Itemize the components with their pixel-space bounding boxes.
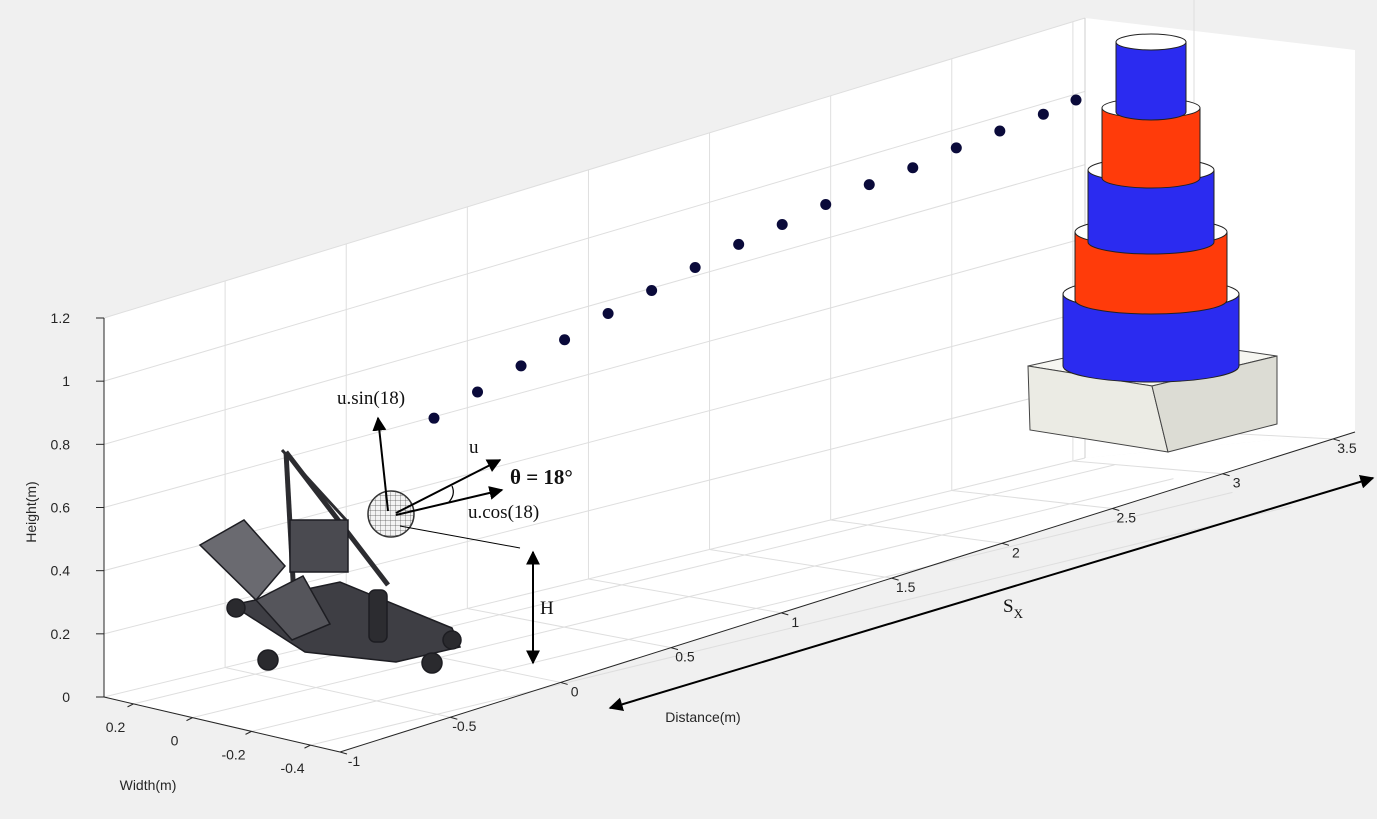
target-tier-side [1115, 41, 1187, 121]
z-gridline [103, 17, 1086, 319]
z-tick-label: 1.2 [51, 310, 71, 326]
robot-launcher [198, 448, 462, 674]
robot-wheel [257, 649, 279, 671]
x-tick-mark [1001, 542, 1010, 546]
trajectory-point [559, 334, 571, 346]
y-tick-mark [127, 703, 134, 708]
z-tick-label: 0 [62, 689, 70, 705]
trajectory-point [428, 412, 440, 424]
vertical-component-arrow [372, 416, 389, 512]
z-axis-label: Height(m) [23, 481, 39, 542]
trajectory-point [994, 125, 1006, 137]
trajectory-point [950, 142, 962, 154]
y-tick-mark [245, 730, 252, 735]
robot-motor [368, 589, 388, 643]
z-gridline [103, 310, 1086, 572]
x-tick-mark [1332, 438, 1341, 442]
trajectory-point [907, 162, 919, 174]
trajectory-point [602, 308, 614, 320]
trajectory-point [515, 360, 527, 372]
z-gridline [103, 164, 1086, 445]
x-tick-label: 3 [1233, 475, 1241, 491]
x-tick-label: -1 [348, 753, 361, 769]
robot-arm [280, 448, 348, 522]
y-axis-line [103, 696, 341, 753]
robot-hopper [254, 575, 332, 641]
x-tick-mark [339, 751, 348, 755]
velocity-arrow [395, 459, 502, 514]
trajectory-point [689, 261, 701, 273]
height-reference-line [399, 525, 521, 549]
trajectory-point [472, 386, 484, 398]
angle-label: θ = 18° [510, 465, 573, 489]
target-tier-top [1115, 33, 1187, 51]
target-tier-side [1087, 169, 1215, 255]
y-tick-mark [304, 744, 311, 749]
x-tick-mark [450, 716, 458, 720]
z-gridline [103, 90, 1086, 382]
x-tick-mark [1222, 473, 1230, 477]
y-tick-label: 0 [171, 733, 179, 749]
trajectory-point [1070, 94, 1082, 106]
target-stack [1027, 33, 1278, 453]
z-gridline [103, 384, 1086, 635]
angle-arc [447, 485, 454, 504]
robot-bucket [198, 519, 286, 602]
trajectory-point [863, 179, 875, 191]
horizontal-component-label: u.cos(18) [468, 502, 539, 523]
range-arrow [608, 474, 1375, 712]
trajectory-points [428, 94, 1082, 424]
robot-wheel [226, 598, 246, 618]
x-tick-label: 0 [571, 683, 579, 699]
y-tick-label: 0.2 [106, 719, 126, 735]
target-tier-side [1101, 107, 1201, 189]
x-tick-label: 1 [791, 614, 799, 630]
trajectory-point [776, 218, 788, 230]
target-tier-side [1062, 293, 1240, 383]
y-tick-label: -0.2 [221, 746, 245, 762]
velocity-label: u [469, 437, 479, 458]
ball [368, 491, 414, 537]
x-tick-label: 2 [1012, 544, 1020, 560]
robot-frame [289, 519, 349, 573]
x-tick-label: 1.5 [896, 579, 916, 595]
z-tick-label: 0.2 [51, 626, 71, 642]
robot-wheel [421, 652, 443, 674]
z-gridline [103, 237, 1086, 508]
trajectory-point [646, 285, 658, 297]
x-tick-label: 2.5 [1117, 510, 1137, 526]
target-tier-side [1074, 231, 1228, 315]
x-tick-label: 0.5 [675, 649, 695, 665]
floor-gridline [225, 667, 451, 718]
vertical-component-label: u.sin(18) [337, 388, 405, 409]
y-axis-label: Width(m) [120, 777, 177, 793]
z-tick-label: 0.4 [51, 563, 71, 579]
trajectory-point [1037, 108, 1049, 120]
x-axis-label: Distance(m) [665, 709, 740, 725]
range-label: SX [1003, 596, 1024, 621]
x-tick-mark [781, 612, 789, 616]
height-label: H [540, 598, 554, 619]
z-tick-label: 1 [62, 373, 70, 389]
z-tick-label: 0.8 [51, 436, 71, 452]
x-tick-mark [560, 681, 568, 685]
y-tick-label: -0.4 [280, 760, 304, 776]
x-tick-label: 3.5 [1337, 440, 1357, 456]
z-tick-label: 0.6 [51, 500, 71, 516]
y-tick-mark [186, 717, 193, 722]
x-tick-label: -0.5 [452, 718, 476, 734]
back-wall-panel [104, 18, 1355, 697]
target-tier [1115, 33, 1187, 121]
floor-gridline [1072, 460, 1223, 475]
trajectory-point [820, 199, 832, 211]
trajectory-point [733, 238, 745, 250]
robot-wheel [442, 630, 462, 650]
